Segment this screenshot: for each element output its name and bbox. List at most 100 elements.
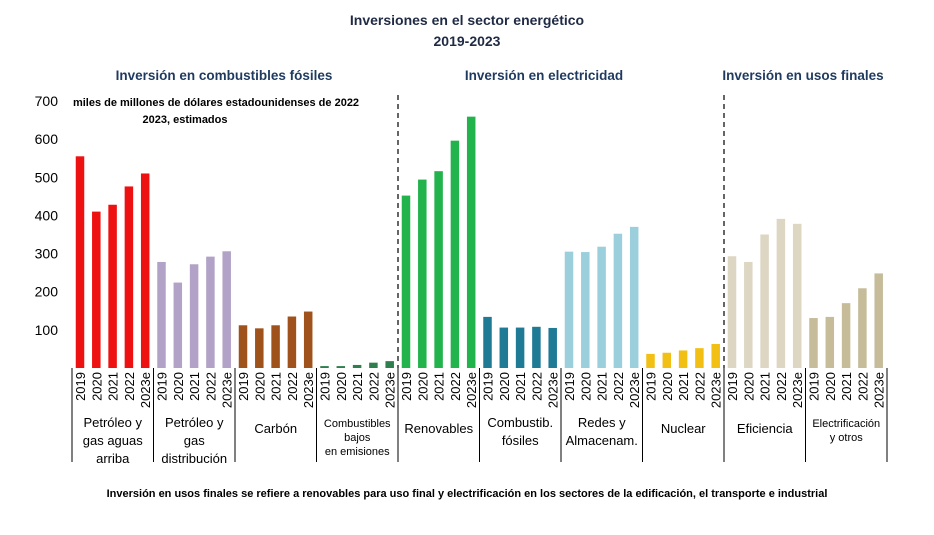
bar xyxy=(662,352,672,368)
x-tick-label: 2022 xyxy=(366,372,381,401)
bar xyxy=(760,234,769,368)
bar xyxy=(206,256,215,368)
bar xyxy=(238,325,248,368)
group-label: gas xyxy=(184,433,205,448)
x-tick-label: 2023e xyxy=(790,372,805,408)
group-label: Redes y xyxy=(578,415,626,430)
bar xyxy=(678,350,688,368)
bar xyxy=(418,179,427,368)
x-tick-label: 2023e xyxy=(220,372,235,408)
bar xyxy=(320,366,329,368)
bar xyxy=(695,348,704,368)
x-tick-label: 2023e xyxy=(138,372,153,408)
section-label-end-use: Inversión en usos finales xyxy=(722,68,883,83)
bar xyxy=(75,156,85,368)
bar xyxy=(92,211,101,368)
bar xyxy=(271,325,280,368)
group-label: Petróleo y xyxy=(83,415,142,430)
bar xyxy=(108,204,117,368)
group-label: arriba xyxy=(96,451,130,466)
x-tick-label: 2019 xyxy=(399,372,414,401)
bar xyxy=(173,282,183,368)
bar xyxy=(369,362,378,368)
chart-subtitle: 2019-2023 xyxy=(433,33,501,49)
x-tick-label: 2019 xyxy=(236,372,251,401)
group-label: bajos xyxy=(344,432,371,444)
x-tick-label: 2020 xyxy=(415,372,430,401)
x-tick-label: 2019 xyxy=(562,372,577,401)
group-label: Carbón xyxy=(254,421,297,436)
y-tick-label: 500 xyxy=(35,169,59,185)
bar xyxy=(434,171,443,368)
x-tick-label: 2021 xyxy=(187,372,202,401)
bar xyxy=(792,223,802,368)
x-tick-label: 2019 xyxy=(318,372,333,401)
x-tick-label: 2023e xyxy=(546,372,561,408)
bar xyxy=(548,327,557,368)
bar xyxy=(841,303,851,368)
x-tick-label: 2022 xyxy=(774,372,789,401)
bar xyxy=(809,318,818,368)
group-label: gas aguas xyxy=(83,433,143,448)
bar xyxy=(597,246,606,368)
x-tick-label: 2019 xyxy=(73,372,88,401)
bar xyxy=(711,343,720,368)
bar xyxy=(140,173,150,368)
bar xyxy=(613,233,623,368)
bar xyxy=(189,264,199,368)
x-tick-label: 2022 xyxy=(611,372,626,401)
y-tick-label: 300 xyxy=(35,246,59,262)
x-tick-label: 2020 xyxy=(334,372,349,401)
x-tick-label: 2020 xyxy=(497,372,512,401)
x-tick-label: 2022 xyxy=(855,372,870,401)
bar xyxy=(874,273,883,368)
section-label-electricity: Inversión en electricidad xyxy=(465,68,623,83)
x-tick-label: 2021 xyxy=(595,372,610,401)
group-label: Electrificación xyxy=(812,418,880,430)
bar xyxy=(124,186,134,368)
x-tick-label: 2020 xyxy=(823,372,838,401)
x-tick-label: 2023e xyxy=(464,372,479,408)
x-tick-label: 2023e xyxy=(383,372,398,408)
bar xyxy=(157,261,166,368)
x-tick-label: 2019 xyxy=(725,372,740,401)
bar xyxy=(564,251,574,368)
group-label: Eficiencia xyxy=(737,421,793,436)
bar xyxy=(744,261,753,368)
x-tick-label: 2019 xyxy=(481,372,496,401)
group-label: Nuclear xyxy=(661,421,706,436)
bar xyxy=(499,327,509,368)
group-label: Combustibles xyxy=(324,418,391,430)
x-tick-label: 2022 xyxy=(122,372,137,401)
bar xyxy=(255,328,264,368)
x-tick-label: 2023e xyxy=(709,372,724,408)
footnote: Inversión en usos finales se refiere a r… xyxy=(106,488,828,500)
x-tick-label: 2021 xyxy=(839,372,854,401)
x-tick-label: 2020 xyxy=(578,372,593,401)
group-label: distribución xyxy=(161,451,227,466)
group-label: fósiles xyxy=(502,433,539,448)
x-tick-label: 2021 xyxy=(432,372,447,401)
x-tick-label: 2022 xyxy=(692,372,707,401)
x-tick-label: 2020 xyxy=(660,372,675,401)
x-tick-label: 2023e xyxy=(872,372,887,408)
group-label: Renovables xyxy=(404,421,473,436)
group-label: en emisiones xyxy=(325,446,390,458)
chart-title: Inversiones en el sector energético xyxy=(349,12,585,28)
bar xyxy=(352,364,362,368)
bar xyxy=(646,353,655,368)
x-tick-label: 2019 xyxy=(155,372,170,401)
bar xyxy=(515,327,525,368)
bar xyxy=(450,140,460,368)
x-tick-label: 2021 xyxy=(676,372,691,401)
bar xyxy=(581,252,590,368)
x-tick-label: 2023e xyxy=(627,372,642,408)
bar xyxy=(385,361,394,368)
x-tick-label: 2022 xyxy=(529,372,544,401)
x-tick-label: 2020 xyxy=(741,372,756,401)
x-tick-label: 2019 xyxy=(644,372,659,401)
x-tick-label: 2021 xyxy=(350,372,365,401)
x-tick-label: 2023e xyxy=(301,372,316,408)
x-tick-label: 2022 xyxy=(203,372,218,401)
